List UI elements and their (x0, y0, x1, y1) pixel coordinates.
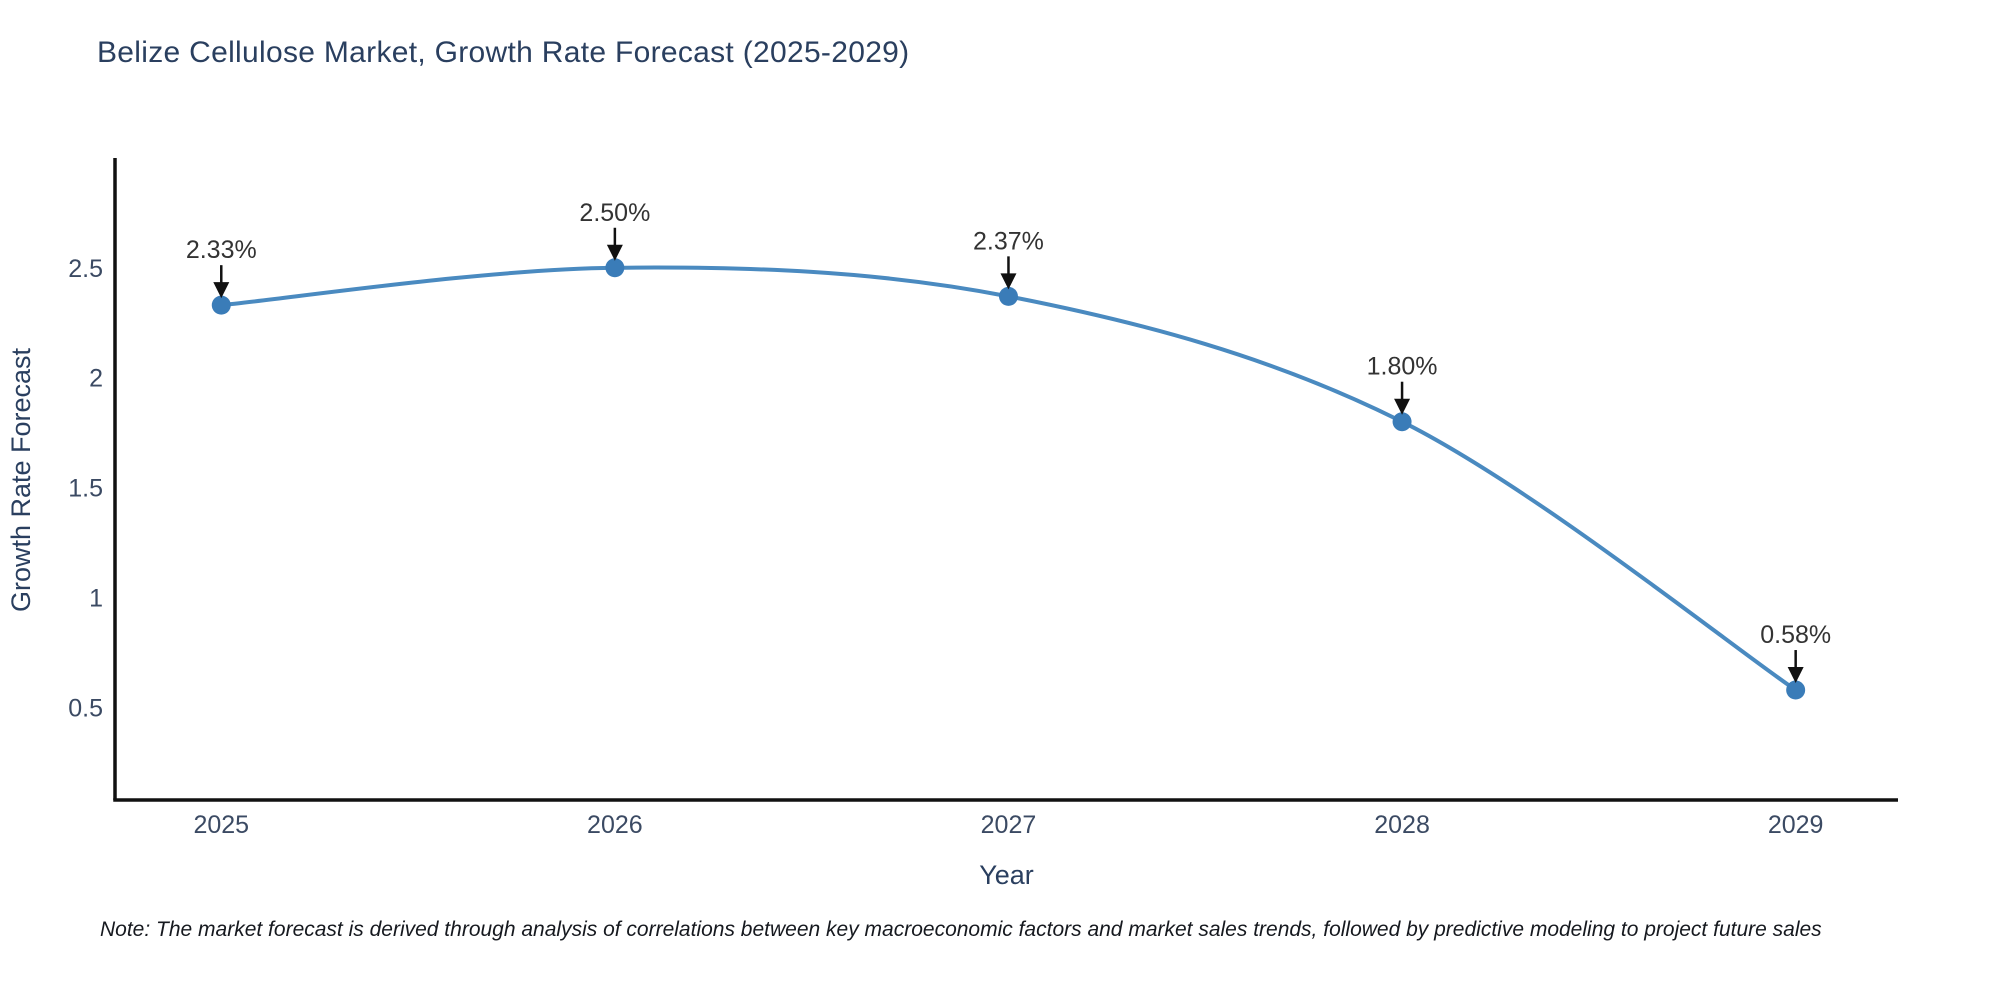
data-point-2025[interactable] (211, 295, 231, 315)
y-axis-title: Growth Rate Forecast (6, 347, 36, 612)
annotation-arrowhead-icon (213, 282, 230, 299)
annotation-arrowhead-icon (1787, 667, 1804, 684)
y-tick-label: 2.5 (68, 255, 103, 283)
footnote: Note: The market forecast is derived thr… (100, 918, 1822, 941)
x-tick-label: 2026 (587, 811, 643, 839)
x-tick-label: 2029 (1768, 811, 1824, 839)
y-tick-label: 1.5 (68, 475, 103, 503)
chart-title: Belize Cellulose Market, Growth Rate For… (97, 36, 910, 69)
annotation-label: 2.37% (973, 227, 1044, 255)
data-point-2028[interactable] (1392, 412, 1412, 432)
x-tick-label: 2027 (981, 811, 1037, 839)
data-point-2029[interactable] (1786, 680, 1806, 700)
x-tick-label: 2025 (193, 811, 249, 839)
annotation-arrowhead-icon (1000, 273, 1017, 290)
x-tick-label: 2028 (1374, 811, 1430, 839)
annotation-label: 2.50% (579, 199, 650, 227)
y-tick-label: 1 (89, 585, 103, 613)
data-point-2027[interactable] (998, 286, 1018, 306)
x-axis-title: Year (979, 860, 1034, 890)
annotation-arrowhead-icon (606, 244, 623, 261)
y-tick-label: 0.5 (68, 695, 103, 723)
y-tick-label: 2 (89, 365, 103, 393)
annotation-label: 0.58% (1760, 621, 1831, 649)
annotation-arrowhead-icon (1394, 398, 1411, 415)
forecast-line (219, 265, 1798, 693)
annotation-label: 1.80% (1367, 353, 1438, 381)
data-point-2026[interactable] (605, 258, 625, 278)
annotation-label: 2.33% (186, 236, 257, 264)
